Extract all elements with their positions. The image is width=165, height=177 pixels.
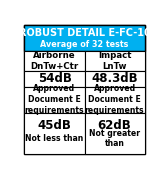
Text: Not greater
than: Not greater than <box>89 129 140 148</box>
FancyBboxPatch shape <box>84 87 145 113</box>
Text: 62dB: 62dB <box>98 119 132 132</box>
FancyBboxPatch shape <box>24 51 84 71</box>
Text: Not less than: Not less than <box>25 134 84 143</box>
FancyBboxPatch shape <box>84 51 145 71</box>
Text: Impact
LnTw: Impact LnTw <box>98 51 131 71</box>
Text: 54dB: 54dB <box>38 72 71 85</box>
Text: Airborne
DnTw+Ctr: Airborne DnTw+Ctr <box>30 51 79 71</box>
FancyBboxPatch shape <box>24 71 84 87</box>
FancyBboxPatch shape <box>24 25 145 154</box>
FancyBboxPatch shape <box>24 113 84 154</box>
Text: 45dB: 45dB <box>38 119 71 132</box>
FancyBboxPatch shape <box>84 71 145 87</box>
Text: Average of 32 tests: Average of 32 tests <box>40 40 129 49</box>
FancyBboxPatch shape <box>24 87 84 113</box>
FancyBboxPatch shape <box>84 113 145 154</box>
Text: Approved
Document E
requirements: Approved Document E requirements <box>25 84 84 115</box>
FancyBboxPatch shape <box>24 25 145 51</box>
Text: 48.3dB: 48.3dB <box>91 72 138 85</box>
Text: Approved
Document E
requirements: Approved Document E requirements <box>85 84 144 115</box>
Text: ROBUST DETAIL E-FC-10: ROBUST DETAIL E-FC-10 <box>19 28 150 38</box>
